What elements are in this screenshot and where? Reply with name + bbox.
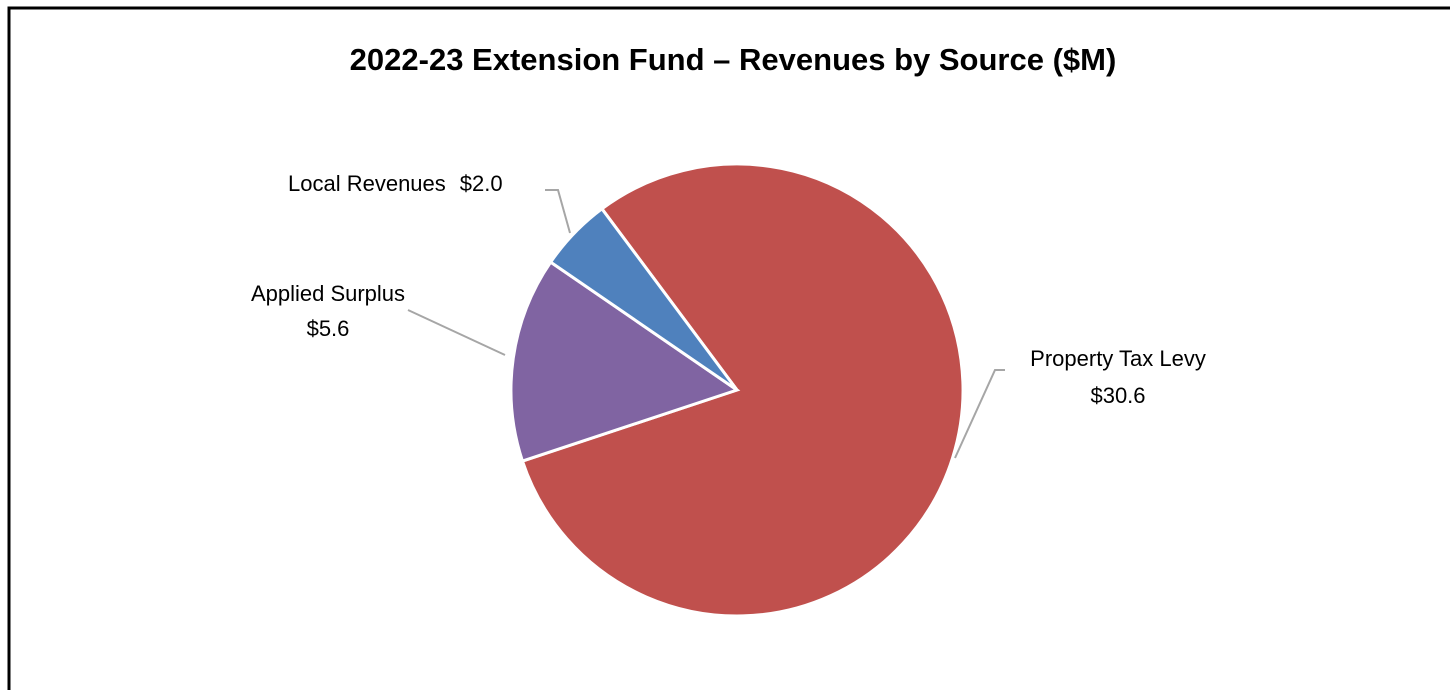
category-label: Property Tax Levy [1030, 346, 1206, 371]
pie-slice [509, 260, 741, 463]
leader-line [407, 309, 506, 356]
category-label: Applied Surplus [251, 281, 405, 306]
data-label: Local Revenues $2.0 [288, 171, 503, 196]
leader-line [954, 369, 1005, 459]
pie-slice [548, 206, 739, 392]
leader-line [545, 189, 571, 234]
pie-slice [520, 162, 965, 618]
value-label: $5.6 [307, 316, 350, 341]
value-label: $2.0 [460, 171, 503, 196]
category-label: Local Revenues [288, 171, 446, 196]
value-label: $30.6 [1090, 383, 1145, 408]
data-labels: Property Tax Levy $30.6 Applied Surplus $5.… [251, 171, 1206, 459]
pie [509, 162, 965, 618]
chart-title: 2022-23 Extension Fund – Revenues by Sou… [350, 42, 1117, 77]
